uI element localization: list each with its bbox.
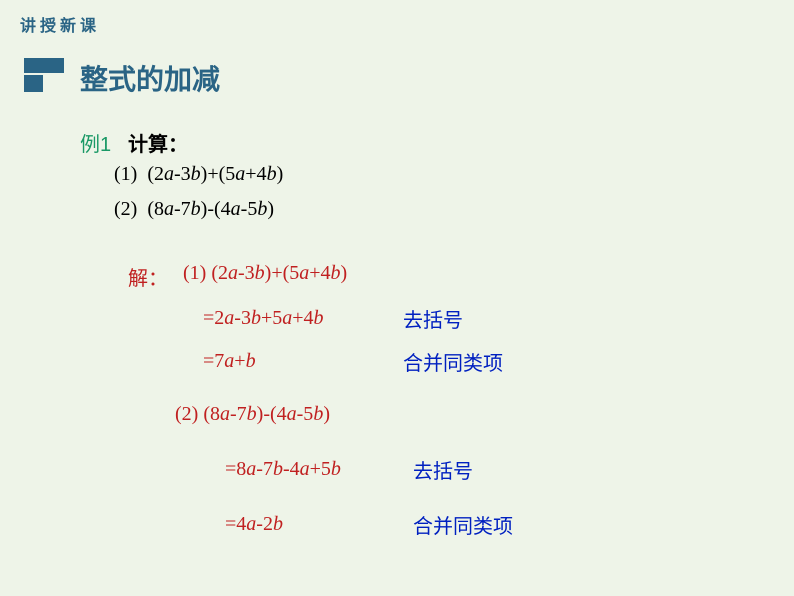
solution-1-line-1: (1) (2a-3b)+(5a+4b) xyxy=(183,262,347,285)
header-label: 讲授新课 xyxy=(20,12,100,36)
solution-2-line-1: (2) (8a-7b)-(4a-5b) xyxy=(175,403,330,426)
solution-2-line-3: =4a-2b xyxy=(225,513,283,536)
section-title: 整式的加减 xyxy=(80,58,220,98)
note-remove-brackets-1: 去括号 xyxy=(403,304,463,333)
calc-label: 计算： xyxy=(128,128,188,157)
solution-label: 解： xyxy=(128,262,168,291)
solution-2-line-2: =8a-7b-4a+5b xyxy=(225,458,341,481)
problem-2: (2) (8a-7b)-(4a-5b) xyxy=(114,198,274,221)
section-icon xyxy=(24,58,64,92)
note-remove-brackets-2: 去括号 xyxy=(413,455,473,484)
problem-1-expr: (2a-3b)+(5a+4b) xyxy=(147,163,283,185)
note-combine-terms-2: 合并同类项 xyxy=(413,510,513,539)
solution-1-line-3: =7a+b xyxy=(203,350,256,373)
problem-1: (1) (2a-3b)+(5a+4b) xyxy=(114,163,283,186)
problem-2-expr: (8a-7b)-(4a-5b) xyxy=(147,198,274,220)
note-combine-terms-1: 合并同类项 xyxy=(403,347,503,376)
example-label: 例1 xyxy=(80,128,111,157)
solution-1-line-2: =2a-3b+5a+4b xyxy=(203,307,324,330)
